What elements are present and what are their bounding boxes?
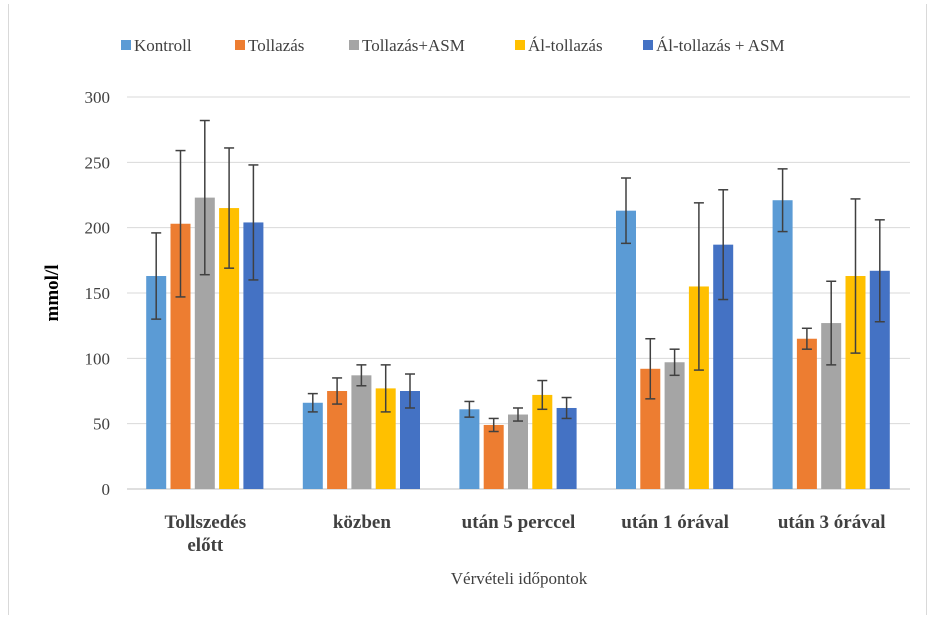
bar: [688, 286, 709, 489]
y-tick-label: 250: [85, 153, 111, 172]
bar: [845, 276, 866, 489]
bar: [459, 409, 480, 489]
bar: [351, 375, 372, 489]
bar: [772, 200, 793, 489]
y-axis-label: mmol/l: [42, 265, 63, 322]
legend: Kontroll Tollazás Tollazás+ASM Ál-tollazás Á…: [121, 36, 785, 55]
x-tick-label: után 5 perccel: [462, 512, 576, 533]
x-tick-label: után 1 órával: [621, 512, 729, 533]
bar: [219, 208, 240, 490]
legend-label: Ál-tollazás + ASM: [656, 36, 785, 55]
x-tick-label: közben: [333, 512, 392, 533]
x-category-labels: Tollszedés előtt közben után 5 perccel után …: [164, 512, 885, 556]
bar: [508, 414, 528, 489]
legend-swatch: [515, 40, 525, 50]
x-axis-label: Vérvételi időpontok: [451, 569, 588, 588]
bar: [170, 223, 191, 489]
bar: [327, 391, 348, 489]
bar: [483, 424, 504, 489]
error-bars: [151, 119, 885, 433]
bar: [796, 338, 817, 489]
y-tick-label: 200: [85, 219, 111, 238]
bar: [146, 276, 167, 489]
y-tick-label: 50: [93, 415, 110, 434]
x-tick-label: Tollszedés előtt: [164, 512, 246, 556]
legend-label: Kontroll: [134, 36, 192, 55]
legend-label: Tollazás+ASM: [362, 36, 465, 55]
chart-frame: [8, 4, 927, 615]
bar: [713, 244, 734, 489]
legend-swatch: [121, 40, 131, 50]
legend-swatch: [349, 40, 359, 50]
bar: [302, 402, 323, 489]
bar: [532, 394, 553, 489]
bar: [243, 222, 264, 489]
x-tick-label: után 3 órával: [778, 512, 886, 533]
y-tick-labels: 0 50 100 150 200 250 300: [85, 88, 111, 499]
legend-label: Tollazás: [248, 36, 304, 55]
legend-swatch: [643, 40, 653, 50]
y-tick-label: 150: [85, 284, 111, 303]
y-tick-label: 0: [102, 480, 111, 499]
bar: [194, 197, 215, 489]
bar: [375, 388, 396, 489]
y-tick-label: 100: [85, 349, 111, 368]
bar: [664, 362, 685, 489]
bar: [616, 210, 636, 489]
y-tick-label: 300: [85, 88, 111, 107]
bars: [146, 197, 890, 490]
bar: [400, 391, 420, 489]
legend-swatch: [235, 40, 245, 50]
bar: [556, 407, 577, 489]
bar: [869, 270, 890, 489]
legend-label: Ál-tollazás: [528, 36, 603, 55]
